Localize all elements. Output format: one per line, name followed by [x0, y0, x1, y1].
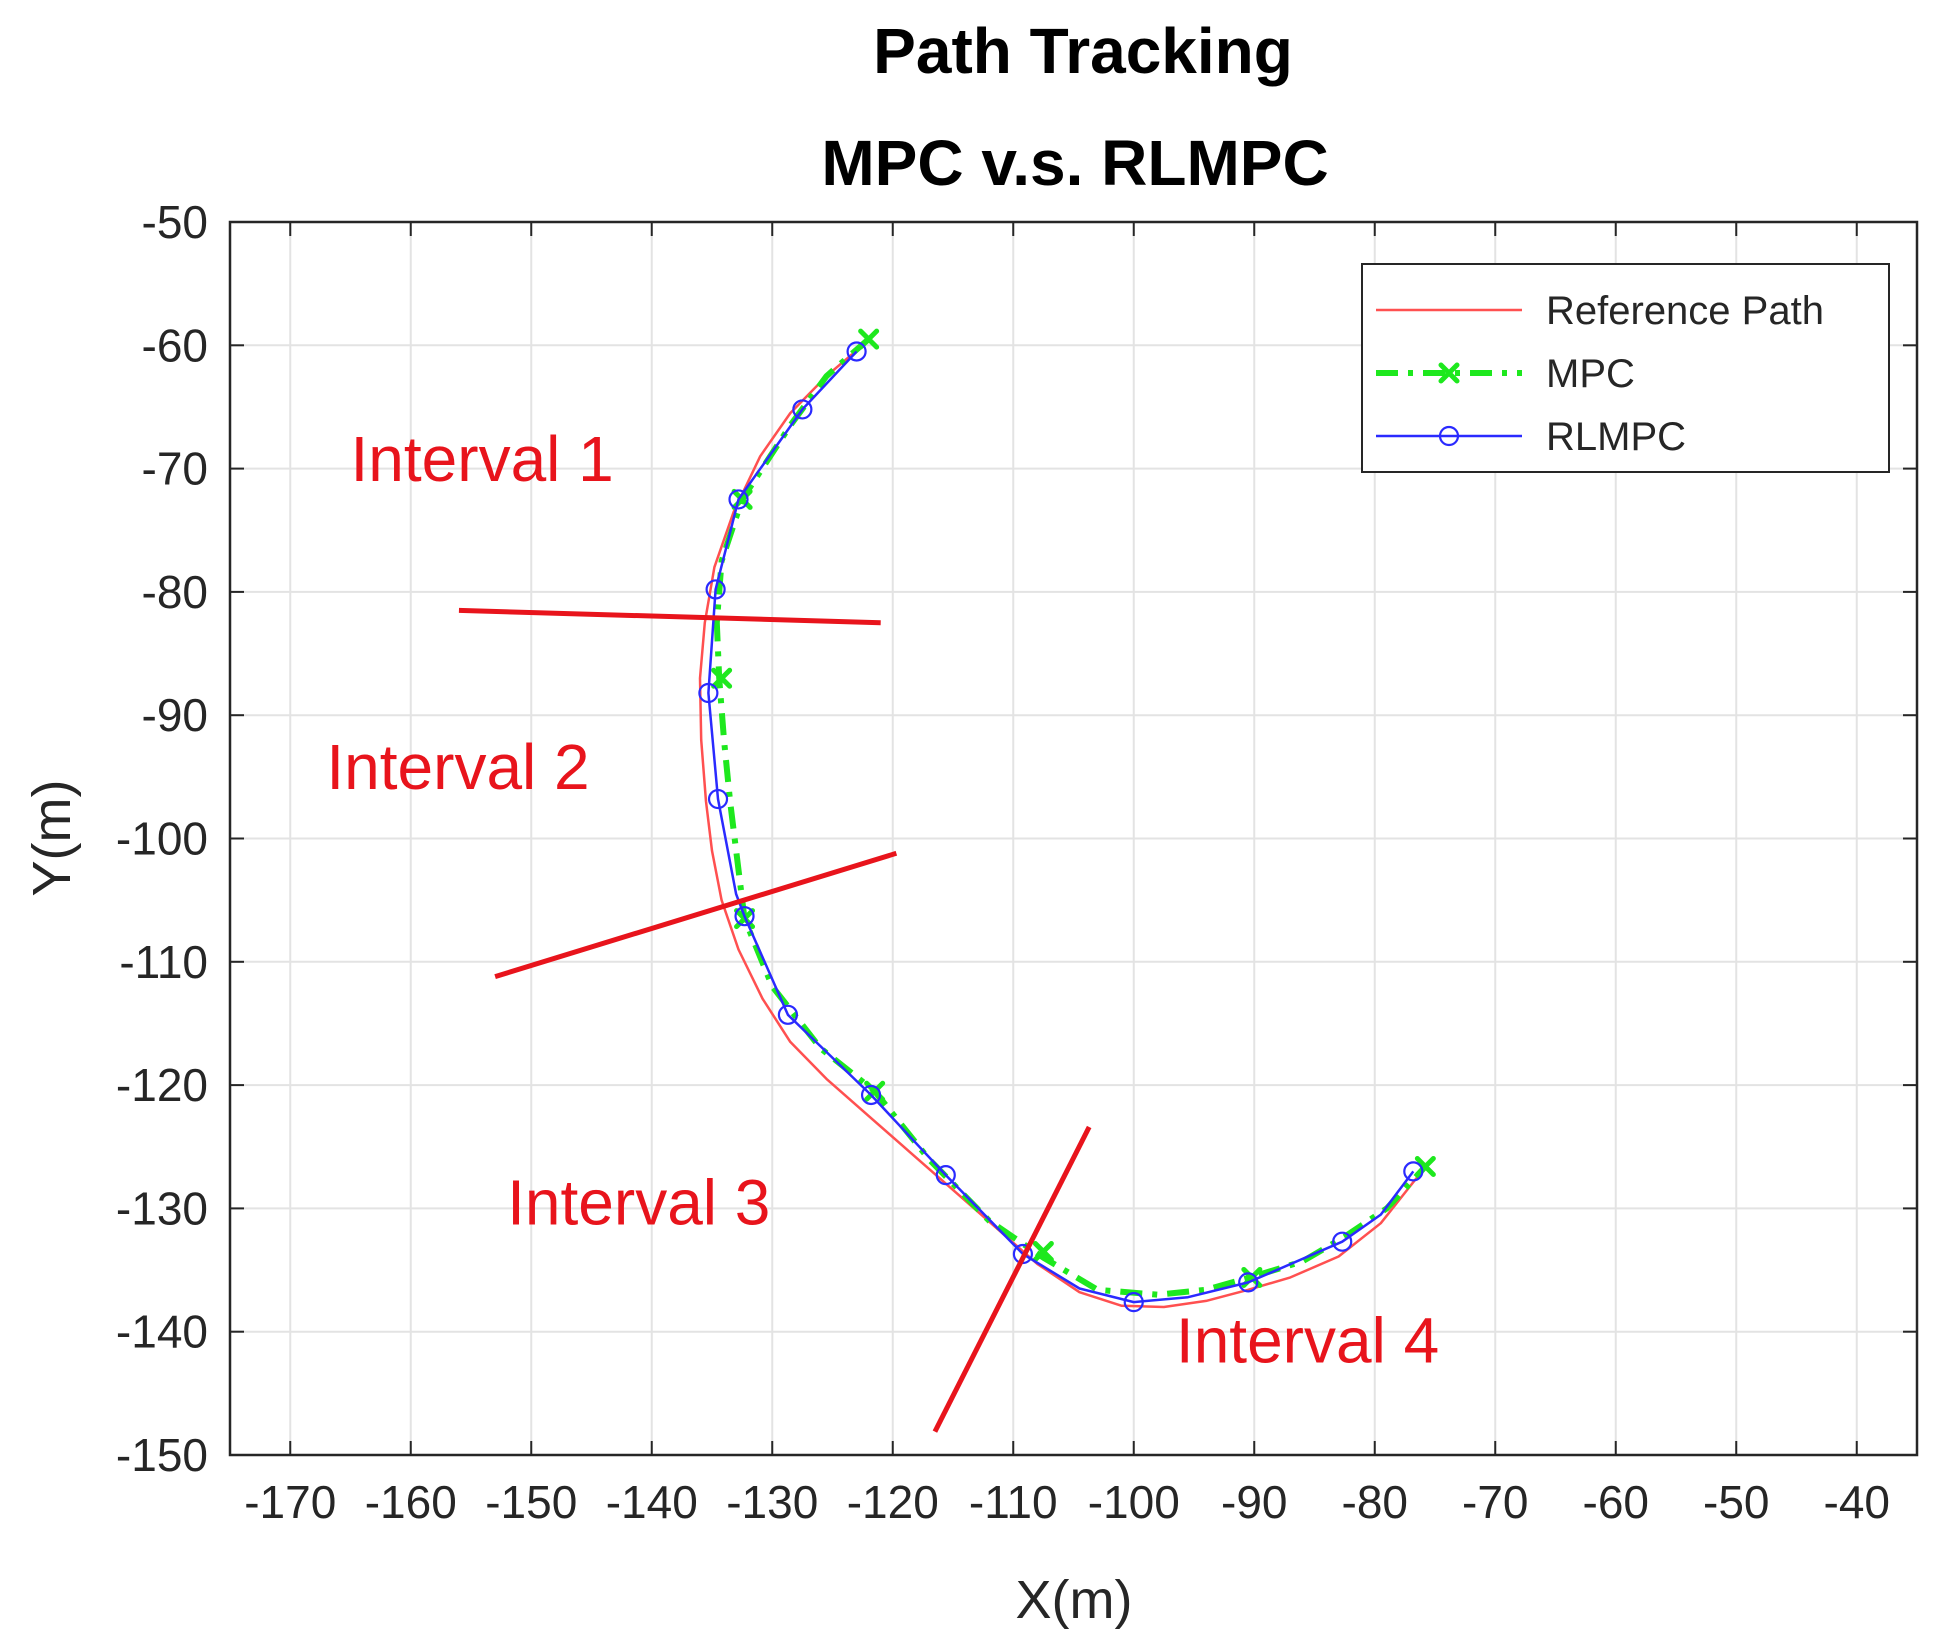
y-tick-label: -100: [116, 813, 208, 865]
interval-label-1: Interval 1: [351, 423, 614, 495]
legend-box: [1361, 263, 1890, 473]
marker-o-rlmpc: [935, 1165, 956, 1186]
interval-label-4: Interval 4: [1176, 1305, 1439, 1377]
y-tick-label: -80: [142, 566, 208, 618]
legend-entry-rlmpc: RLMPC: [1376, 415, 1686, 459]
marker-o-rlmpc: [792, 399, 813, 420]
marker-x-mpc: [1032, 1241, 1054, 1263]
legend-marker-mpc: [1438, 362, 1460, 384]
x-tick-label: -110: [969, 1476, 1058, 1528]
legend: Reference Path MPC RLMPC: [1361, 263, 1890, 473]
marker-o-rlmpc: [846, 341, 867, 362]
marker-o-rlmpc: [705, 579, 726, 600]
series-layer: [698, 328, 1436, 1313]
marker-o-rlmpc: [1238, 1272, 1259, 1293]
y-tick-label: -150: [116, 1429, 208, 1481]
y-tick-label: -50: [142, 196, 208, 248]
y-tick-label: -140: [116, 1306, 208, 1358]
x-tick-label: -80: [1342, 1476, 1408, 1528]
x-tick-label: -170: [244, 1476, 336, 1528]
y-tick-label: -120: [116, 1059, 208, 1111]
x-tick-label: -130: [726, 1476, 818, 1528]
y-tick-label: -110: [119, 936, 208, 988]
axis-ticks: -170 -160 -150 -140 -130 -120 -110 -100 -90 -80 -7…: [116, 196, 1917, 1528]
x-tick-label: -40: [1824, 1476, 1890, 1528]
marker-x-mpc: [711, 667, 733, 689]
interval-divider-line: [932, 1125, 1092, 1433]
marker-o-rlmpc: [1332, 1231, 1353, 1252]
marker-o-rlmpc: [1123, 1292, 1144, 1313]
series-line-reference-path: [698, 344, 1418, 1309]
x-tick-label: -160: [365, 1476, 457, 1528]
series-reference-path: [698, 344, 1418, 1309]
x-tick-label: -150: [485, 1476, 577, 1528]
marker-o-rlmpc: [707, 788, 729, 810]
legend-marker-rlmpc: [1438, 425, 1460, 447]
marker-o-rlmpc: [777, 1004, 799, 1025]
x-tick-label: -50: [1703, 1476, 1769, 1528]
y-tick-label: -70: [142, 443, 208, 495]
interval-divider-lines: [458, 607, 1092, 1433]
x-tick-label: -140: [606, 1476, 698, 1528]
x-tick-label: -70: [1462, 1476, 1528, 1528]
series-line-mpc: [713, 336, 1428, 1298]
legend-entry-mpc: MPC: [1376, 352, 1635, 396]
interval-divider-line: [458, 607, 881, 626]
chart-title-line-1: Path Tracking: [873, 15, 1293, 87]
x-tick-label: -100: [1088, 1476, 1180, 1528]
y-tick-label: -130: [116, 1182, 208, 1234]
interval-label-2: Interval 2: [326, 731, 589, 803]
marker-o-rlmpc: [1403, 1161, 1424, 1182]
x-tick-label: -120: [847, 1476, 939, 1528]
legend-label-reference-path: Reference Path: [1546, 289, 1824, 333]
series-line-rlmpc: [707, 350, 1415, 1304]
x-axis-label: X(m): [1016, 1570, 1133, 1630]
interval-annotations: Interval 1 Interval 2 Interval 3 Interval 4: [326, 423, 1439, 1377]
series-rlmpc: [698, 341, 1424, 1313]
x-tick-label: -60: [1583, 1476, 1649, 1528]
marker-o-rlmpc: [860, 1084, 882, 1106]
x-tick-label: -90: [1221, 1476, 1287, 1528]
marker-o-rlmpc: [728, 489, 749, 510]
legend-label-mpc: MPC: [1546, 352, 1635, 396]
interval-label-3: Interval 3: [507, 1166, 770, 1238]
legend-entry-reference-path: Reference Path: [1376, 289, 1824, 333]
interval-divider-line: [494, 850, 898, 979]
marker-o-rlmpc: [698, 682, 719, 704]
y-axis-label: Y(m): [22, 780, 82, 897]
y-tick-label: -60: [142, 319, 208, 371]
chart-title-line-2: MPC v.s. RLMPC: [821, 127, 1328, 199]
marker-x-mpc: [1414, 1155, 1436, 1177]
marker-o-rlmpc: [734, 906, 755, 927]
legend-label-rlmpc: RLMPC: [1546, 415, 1686, 459]
plot-frame: [228, 220, 1919, 1457]
y-tick-label: -90: [142, 689, 208, 741]
